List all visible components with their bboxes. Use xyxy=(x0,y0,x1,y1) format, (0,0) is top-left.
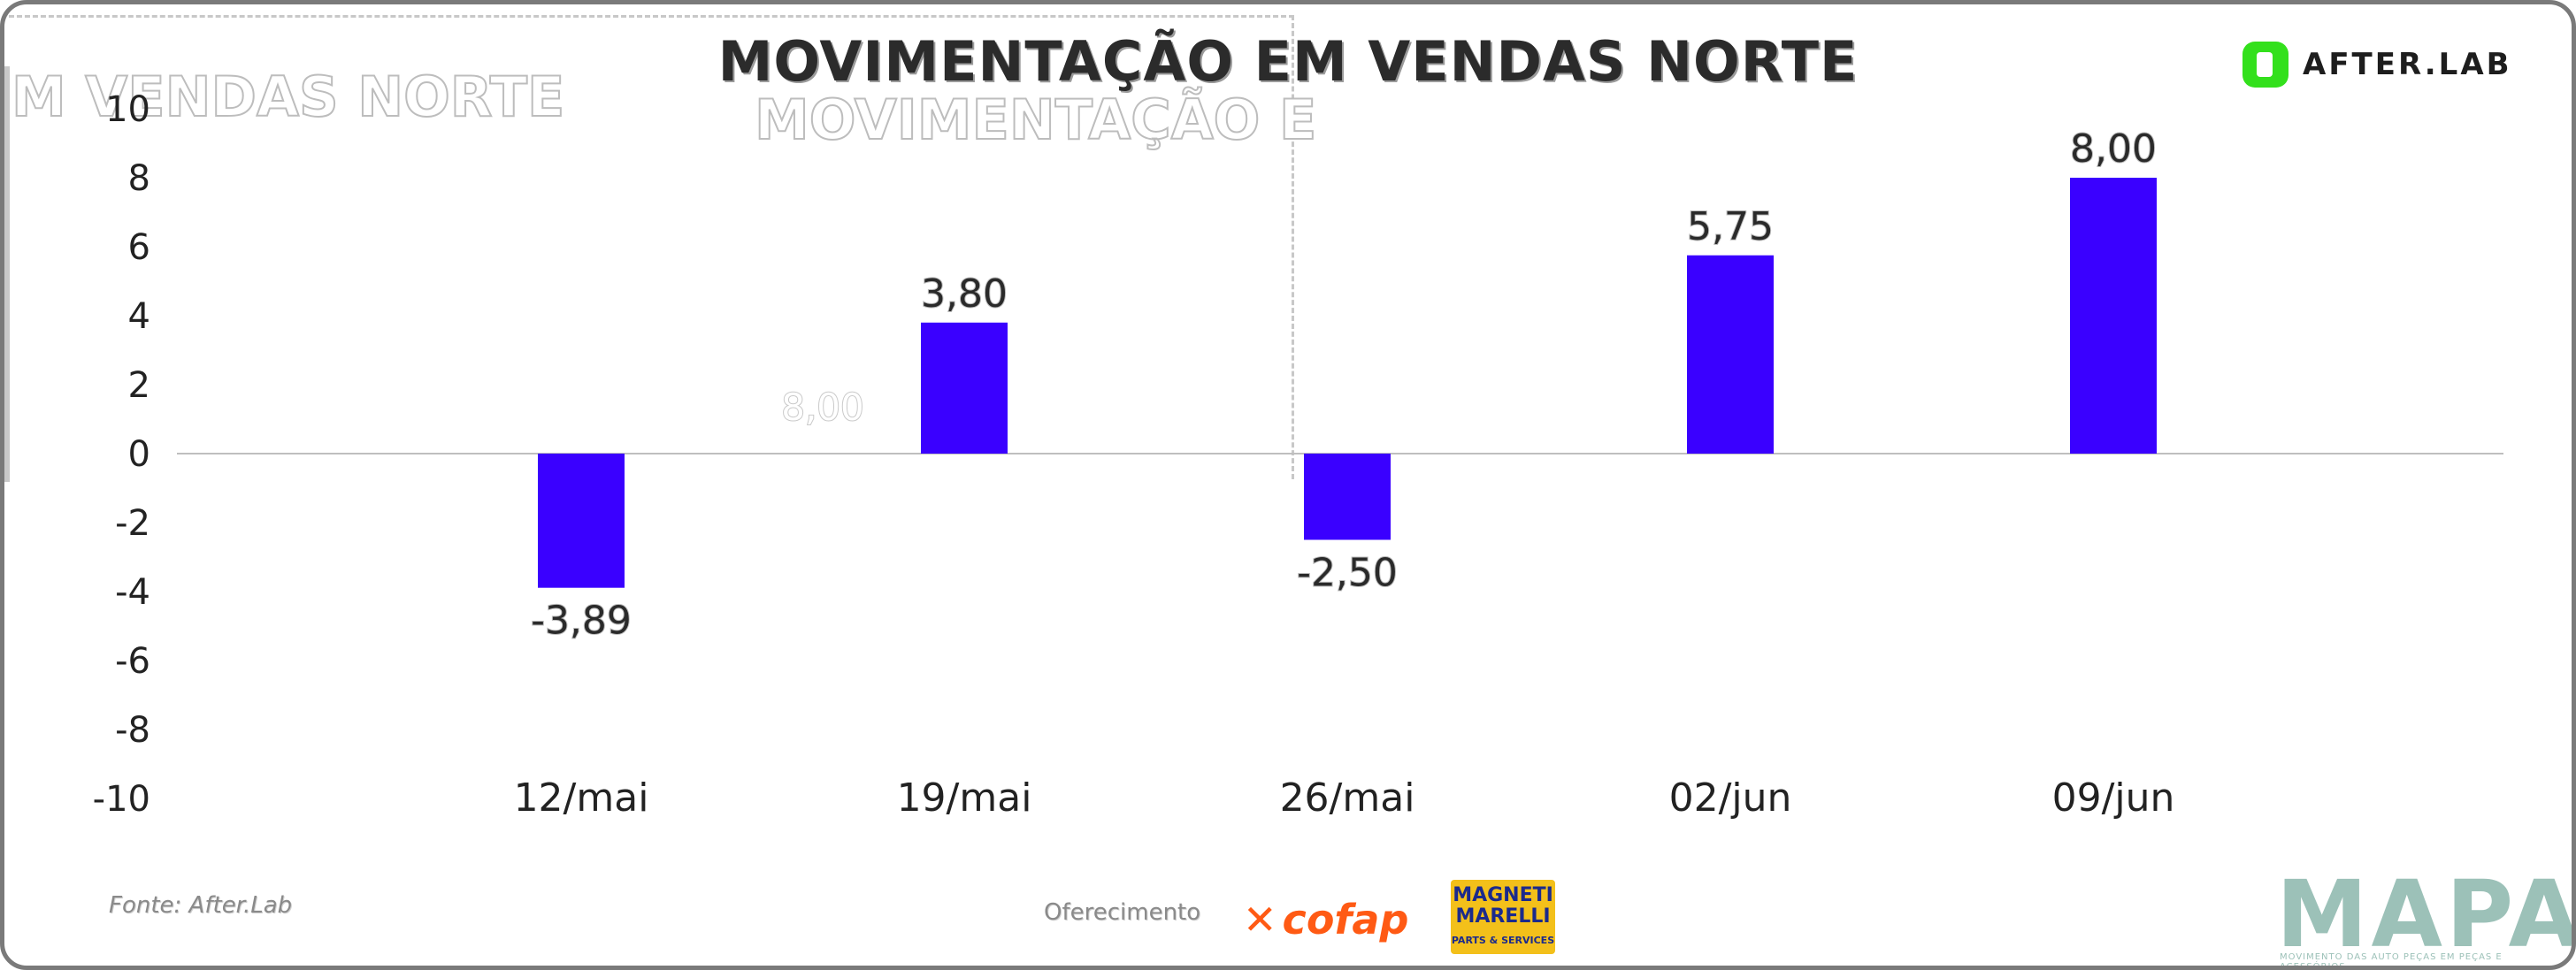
x-tick-label: 26/mai xyxy=(1280,775,1415,821)
y-tick-label: -6 xyxy=(115,641,150,682)
sponsor-label: Oferecimento xyxy=(1044,899,1201,926)
bar xyxy=(2070,178,2157,454)
page-title: MOVIMENTAÇÃO EM VENDAS NORTE xyxy=(717,29,1859,94)
left-edge-shade xyxy=(4,66,10,482)
y-tick-label: 2 xyxy=(128,365,150,406)
ghost-title-left: M VENDAS NORTE xyxy=(11,64,565,130)
ghost-overlay-box xyxy=(9,15,1294,479)
afterlab-logo-text: AFTER.LAB xyxy=(2303,47,2512,82)
y-tick-label: 0 xyxy=(128,434,150,475)
y-tick-label: 8 xyxy=(128,158,150,199)
cofap-logo: ✕ cofap xyxy=(1243,896,1408,943)
y-tick-label: -2 xyxy=(115,503,150,544)
y-tick-label: -10 xyxy=(93,779,150,820)
data-label: -2,50 xyxy=(1297,551,1398,596)
y-tick-label: -8 xyxy=(115,710,150,751)
y-tick-label: 6 xyxy=(128,227,150,268)
cofap-x-icon: ✕ xyxy=(1243,896,1277,943)
ghost-title-mid: MOVIMENTAÇÃO E xyxy=(754,87,1317,153)
magneti-logo-text: MAGNETI MARELLI xyxy=(1453,884,1553,928)
afterlab-logo: AFTER.LAB xyxy=(2242,38,2517,91)
bar xyxy=(921,322,1008,454)
mapa-logo: MAPA xyxy=(2276,860,2576,968)
afterlab-logo-icon xyxy=(2242,42,2288,88)
x-tick-label: 19/mai xyxy=(897,775,1032,821)
data-label: 5,75 xyxy=(1687,204,1774,249)
bar xyxy=(1304,454,1391,540)
source-note: Fonte: After.Lab xyxy=(109,892,293,919)
mapa-logo-subtitle: MOVIMENTO DAS AUTO PEÇAS EM PEÇAS E ACES… xyxy=(2280,952,2503,970)
y-tick-label: -4 xyxy=(115,572,150,613)
y-tick-label: 4 xyxy=(128,296,150,337)
bar xyxy=(538,454,625,588)
cofap-logo-text: cofap xyxy=(1282,896,1409,943)
x-tick-label: 02/jun xyxy=(1669,775,1792,821)
magneti-logo-subtext: PARTS & SERVICES xyxy=(1451,935,1555,946)
y-tick-label: 10 xyxy=(105,89,150,130)
x-tick-label: 12/mai xyxy=(514,775,649,821)
magneti-marelli-logo: MAGNETI MARELLI PARTS & SERVICES xyxy=(1451,880,1555,954)
data-label: 3,80 xyxy=(921,271,1008,317)
ghost-data-label: 8,00 xyxy=(781,386,864,429)
bar-chart: 10 8 6 4 2 0 -2 -4 -6 -8 -10 -3,89 12/mai 3,80 19/mai -… xyxy=(93,89,2503,821)
data-label: -3,89 xyxy=(531,599,632,644)
data-label: 8,00 xyxy=(2070,126,2157,172)
x-tick-label: 09/jun xyxy=(2052,775,2175,821)
bar xyxy=(1687,255,1774,454)
